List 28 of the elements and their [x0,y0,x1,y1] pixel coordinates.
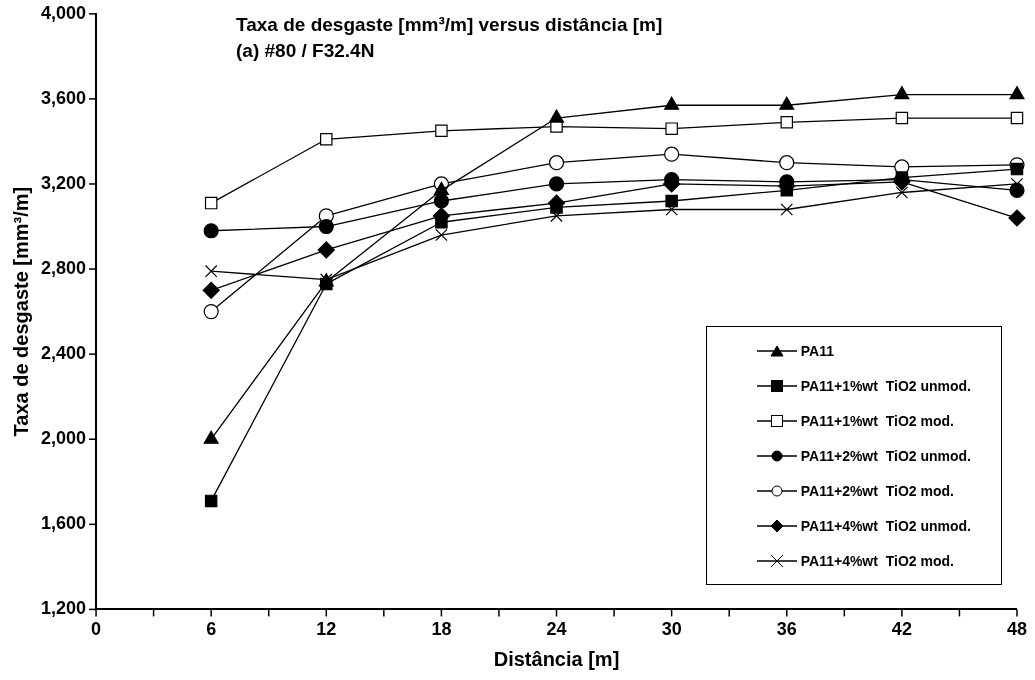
y-tick-label: 3,600 [41,87,87,108]
x-tick-label: 48 [1006,619,1028,640]
y-tick-label: 4,000 [41,2,87,23]
y-tick-label: 1,600 [41,513,87,534]
legend-label: PA11+2%wt TiO2 unmod. [800,447,971,464]
x-tick-label: 18 [431,619,452,640]
x-tick-label: 6 [206,619,217,640]
x-tick-label: 12 [316,619,337,640]
x-tick-label: 24 [546,619,567,640]
legend-label: PA11+4%wt TiO2 unmod. [800,517,971,534]
y-tick-label: 2,400 [41,343,87,364]
x-tick-label: 0 [91,619,102,640]
y-tick-label: 3,200 [41,172,87,193]
y-tick-label: 2,800 [41,258,87,279]
legend-label: PA11+1%wt TiO2 mod. [800,412,954,429]
legend-label: PA11+1%wt TiO2 unmod. [800,377,971,394]
text: (a) #80 / F32.4N [236,39,375,62]
legend-label: PA11 [800,342,834,359]
chart-title: Taxa de desgaste [mm³/m] versus distância [m] [236,13,663,36]
y-tick-label: 1,200 [41,598,87,619]
y-axis-title: Taxa de desgaste [mm³/m] [9,186,32,437]
legend-label: PA11+2%wt TiO2 mod. [800,482,954,499]
x-tick-label: 30 [661,619,682,640]
legend-label: PA11+4%wt TiO2 mod. [800,552,954,569]
x-tick-label: 42 [891,619,912,640]
x-axis-title: Distância [m] [493,647,620,670]
y-tick-label: 2,000 [41,428,87,449]
x-tick-label: 36 [776,619,797,640]
